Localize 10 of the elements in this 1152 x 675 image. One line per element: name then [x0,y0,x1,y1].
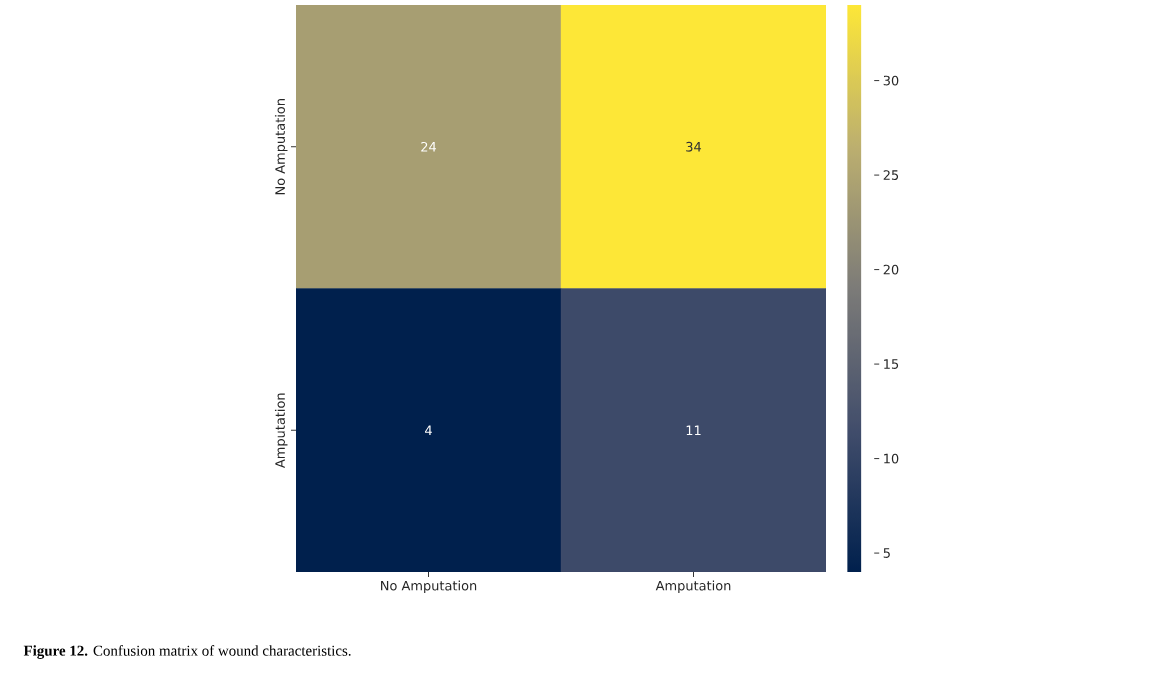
color-bar-label: 10 [884,453,899,464]
color-bar-label: 30 [883,75,899,86]
color-bar-label: 20 [883,264,899,275]
data-label: 11 [686,425,701,435]
color-bar-label: 15 [884,359,899,369]
data-label: 4 [425,425,432,435]
text: Figure 12. Confusion matrix of wound characteristics. [23,645,351,659]
color-bar-label: 25 [883,170,899,180]
color-bar-label: 5 [883,548,890,558]
data-label: 24 [421,141,437,152]
